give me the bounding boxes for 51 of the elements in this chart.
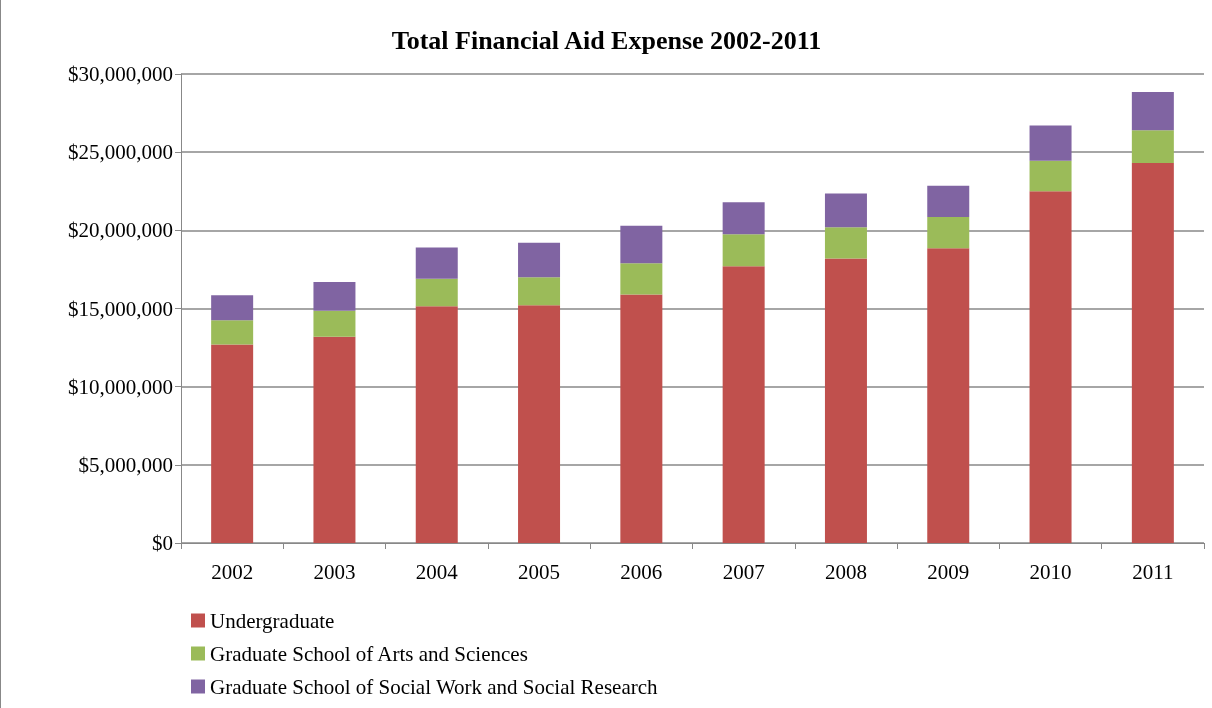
bar (620, 294, 663, 543)
x-tick-label: 2002 (211, 559, 254, 584)
y-tick-label: $30,000,000 (68, 62, 173, 86)
bar (927, 217, 970, 249)
bar (313, 281, 356, 311)
y-tick-label: $5,000,000 (78, 452, 173, 477)
y-tick-label: $25,000,000 (68, 140, 173, 165)
bar (722, 234, 765, 267)
bar (518, 242, 561, 278)
bar (313, 336, 356, 543)
legend-label: Graduate School of Social Work and Social Research (210, 674, 659, 699)
bar (620, 225, 663, 264)
bar (824, 258, 867, 543)
bar (722, 266, 765, 543)
bar (1131, 163, 1174, 543)
bar (722, 202, 765, 235)
x-tick-label: 2008 (824, 559, 867, 584)
bar (824, 227, 867, 259)
bar (824, 193, 867, 228)
bar (927, 185, 970, 218)
x-tick-label: 2010 (1029, 559, 1072, 584)
y-tick-label: $20,000,000 (68, 218, 173, 243)
bar (415, 278, 458, 307)
x-tick-label: 2006 (620, 559, 663, 584)
bar (1131, 130, 1174, 164)
bar (313, 310, 356, 337)
bar (927, 248, 970, 543)
bar (1029, 191, 1072, 543)
bar (415, 306, 458, 543)
chart-title: Total Financial Aid Expense 2002-2011 (391, 25, 822, 55)
bar (415, 247, 458, 279)
x-tick-label: 2004 (415, 559, 459, 584)
x-tick-label: 2011 (1132, 559, 1174, 584)
x-tick-label: 2009 (927, 559, 970, 584)
legend-label: Graduate School of Arts and Sciences (210, 641, 528, 666)
bar (518, 305, 561, 543)
x-tick-label: 2003 (313, 559, 356, 584)
y-tick-label: $0 (152, 531, 173, 555)
x-tick-label: 2005 (518, 559, 561, 584)
bar (518, 277, 561, 306)
bar (1131, 91, 1174, 131)
bar (620, 263, 663, 295)
bar (211, 344, 254, 543)
y-tick-label: $15,000,000 (68, 296, 173, 321)
bar (1029, 125, 1072, 161)
bar (211, 295, 254, 321)
bar (1029, 160, 1072, 192)
x-tick-label: 2007 (722, 559, 765, 584)
y-tick-label: $10,000,000 (68, 374, 173, 399)
bar (211, 320, 254, 345)
legend-label: Undergraduate (210, 608, 335, 633)
